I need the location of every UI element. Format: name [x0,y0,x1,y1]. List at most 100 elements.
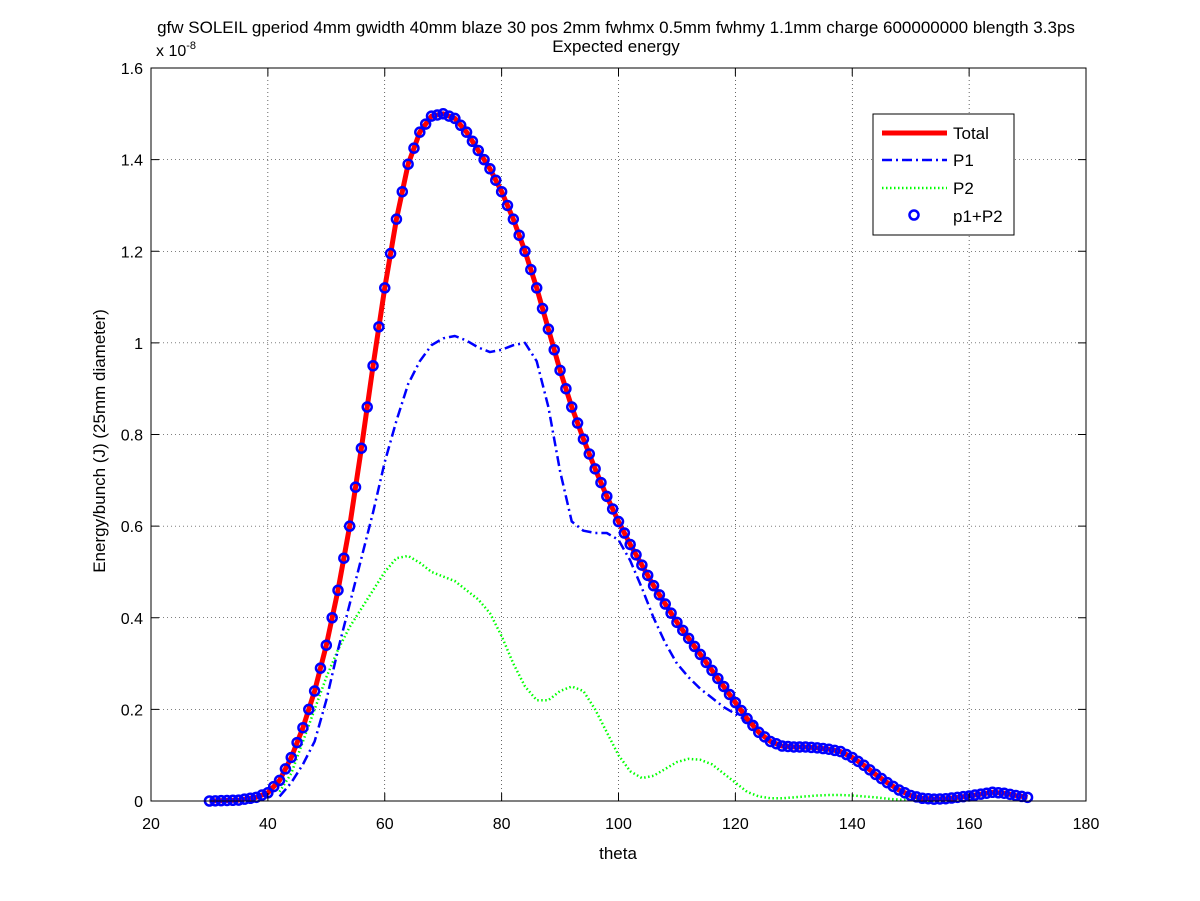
p1p2-marker [630,549,642,561]
legend-total-label: Total [953,124,989,143]
p1p2-marker [834,745,847,758]
chart-title-line1: gfw SOLEIL gperiod 4mm gwidth 40mm blaze… [157,18,1075,37]
p1p2-marker [490,174,502,186]
p1p2-marker [402,158,414,170]
p1p2-marker [308,685,321,697]
p1p2-marker [747,719,759,732]
p1p2-marker [384,247,397,260]
p1p2-marker [367,360,379,372]
x-tick-label: 120 [722,816,749,833]
p1p2-marker [297,721,309,734]
legend-p1p2-label: p1+P2 [953,207,1003,226]
p1p2-marker [437,108,449,120]
p1p2-marker [484,163,496,175]
p1p2-marker [940,792,952,805]
p1p2-marker [554,364,566,377]
p1p2-marker [823,743,835,755]
p1p2-marker [326,612,338,624]
y-tick-label: 0.6 [121,519,143,536]
p1p2-marker [741,712,753,725]
legend-p1-label: P1 [953,151,974,170]
p1p2-marker [443,110,455,122]
p1p2-marker [636,559,648,571]
p1p2-marker [285,751,297,764]
p1p2-marker [928,793,940,805]
p1p2-marker [577,433,590,445]
p1p2-marker [601,490,613,503]
p1p2-marker [431,109,444,121]
p1p2-marker [501,199,514,212]
y-scale-base: x 10 [156,43,186,60]
p1p2-marker [291,736,303,749]
p1p2-marker [1004,788,1016,801]
p1p2-marker [425,110,438,122]
p1p2-marker [589,463,601,475]
p1p2-marker [379,282,391,294]
p1p2-marker [238,793,251,805]
p1p2-marker [460,126,473,138]
p1p2-marker [525,263,537,276]
x-tick-label: 60 [376,816,394,833]
p1p2-marker [530,282,543,294]
p1p2-marker [828,744,841,757]
series-layer [203,108,1034,807]
p1p2-marker [519,245,531,257]
p1p2-marker [641,569,654,582]
p1p2-marker [788,741,800,753]
p1p2-marker [361,401,373,413]
p1p2-marker [694,648,707,661]
p1p2-marker [256,789,268,801]
p1p2-marker [729,696,742,709]
p1p2-marker [986,786,999,799]
y-tick-label: 0.2 [121,702,143,719]
p1p2-marker [303,703,315,716]
p1p2-marker [712,672,724,685]
p1p2-marker [507,213,520,225]
series-line-p1 [278,334,760,798]
p1p2-marker [893,784,905,796]
legend-p2-label: P2 [953,179,974,198]
p1p2-marker [232,794,245,806]
chart-title-line2: Expected energy [552,37,680,56]
p1p2-marker [811,742,823,754]
p1p2-marker [799,741,812,753]
p1p2-marker [647,579,660,592]
p1p2-marker [227,794,239,807]
p1p2-marker [723,688,736,701]
p1p2-marker [454,119,467,132]
p1p2-marker [612,515,625,528]
p1p2-marker [536,302,549,315]
legend: Total P1 P2 p1+P2 [872,113,1015,236]
y-tick-label: 0 [134,794,143,811]
p1p2-marker [583,448,596,460]
y-tick-label: 1.2 [121,244,143,261]
p1p2-marker [805,741,818,754]
p1p2-marker [665,607,677,619]
p1p2-marker [343,520,356,532]
p1p2-marker [916,792,929,804]
p1p2-marker [414,126,426,138]
p1p2-marker [998,787,1010,799]
p1p2-marker [764,735,777,748]
p1p2-marker [472,144,484,157]
y-scale-exponent: -8 [186,40,196,52]
p1p2-marker [419,118,432,130]
p1p2-marker [904,789,917,802]
p1p2-marker [244,792,257,804]
p1p2-marker [817,742,829,755]
p1p2-marker [653,589,666,601]
p1p2-marker [951,791,964,804]
p1p2-marker [671,616,683,629]
y-tick-label: 1.6 [121,61,143,78]
x-tick-label: 100 [605,816,632,833]
y-axis-label: Energy/bunch (J) (25mm diameter) [90,309,109,573]
p1p2-marker [899,787,911,799]
p1p2-marker [1021,791,1034,804]
p1p2-marker [706,664,718,677]
p1p2-marker [373,321,385,333]
p1p2-marker [980,787,993,799]
p1p2-marker [571,417,584,429]
p1p2-marker [992,787,1005,799]
p1p2-marker [793,741,806,753]
x-tick-label: 40 [259,816,277,833]
